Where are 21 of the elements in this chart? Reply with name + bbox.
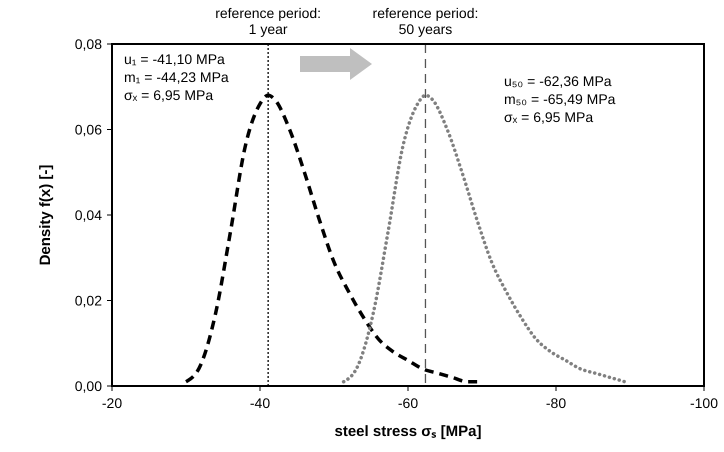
line-series: [342, 94, 627, 384]
annotation: σₓ = 6,95 MPa: [124, 87, 214, 103]
x-tick-label: -80: [546, 395, 566, 411]
x-tick-label: -60: [398, 395, 418, 411]
y-tick-label: 0,00: [74, 378, 102, 394]
text: reference period: 1 year: [215, 5, 322, 37]
x-tick-label: -40: [250, 395, 270, 411]
y-tick-label: 0,06: [74, 122, 102, 138]
y-tick-label: 0,08: [74, 36, 102, 52]
x-axis-title: steel stress σₛ [MPa]: [334, 423, 482, 440]
y-axis-title: Density f(x) [-]: [37, 164, 54, 266]
y-tick-label: 0,04: [74, 207, 102, 223]
y-tick-label: 0,02: [74, 292, 102, 308]
annotation: m₁ = -44,23 MPa: [124, 69, 229, 85]
annotation: m₅₀ = -65,49 MPa: [504, 91, 616, 107]
text: reference period: 50 years: [372, 5, 478, 37]
annotation: u₅₀ = -62,36 MPa: [504, 73, 612, 89]
x-tick-label: -100: [690, 395, 718, 411]
x-tick-label: -20: [102, 395, 122, 411]
annotation: u₁ = -41,10 MPa: [124, 51, 226, 67]
annotation: σₓ = 6,95 MPa: [504, 109, 594, 125]
